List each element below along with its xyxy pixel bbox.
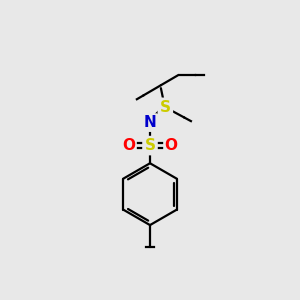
Text: S: S xyxy=(160,100,171,115)
Text: S: S xyxy=(145,138,155,153)
Text: N: N xyxy=(144,115,156,130)
Text: O: O xyxy=(122,138,135,153)
Text: O: O xyxy=(165,138,178,153)
